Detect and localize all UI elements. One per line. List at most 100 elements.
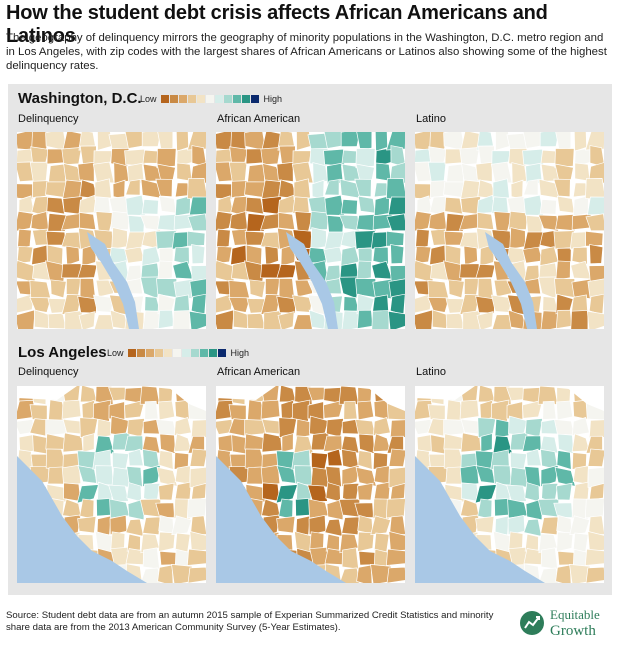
zip-area (187, 213, 206, 232)
zip-area (356, 564, 373, 583)
zip-area (62, 432, 84, 453)
zip-area (524, 533, 539, 552)
zip-area (189, 448, 206, 467)
zip-area (538, 262, 558, 279)
zip-area (281, 433, 294, 453)
map-label-la-african-american: African American (217, 366, 301, 378)
equitable-growth-logo[interactable]: Equitable Growth (519, 606, 615, 642)
zip-area (171, 515, 193, 536)
zip-area (358, 550, 377, 566)
zip-area (278, 417, 298, 438)
zip-area (555, 564, 572, 583)
zip-area (45, 419, 67, 436)
legend-swatch (241, 95, 250, 103)
zip-area (111, 227, 128, 250)
zip-area (79, 386, 98, 403)
zip-area (556, 515, 573, 535)
zip-area (388, 530, 405, 552)
water-area (17, 456, 147, 583)
zip-area (354, 418, 376, 436)
zip-area (538, 276, 560, 299)
region-title-los-angeles: Los Angeles (18, 344, 107, 361)
zip-area (174, 465, 191, 485)
map-label-dc-delinquency: Delinquency (18, 113, 79, 125)
zip-area (475, 161, 493, 183)
zip-area (294, 279, 314, 298)
zip-area (445, 312, 465, 329)
zip-area (229, 146, 249, 163)
water-area (485, 232, 537, 329)
zip-area (312, 162, 329, 184)
zip-area (539, 199, 557, 215)
zip-area (571, 246, 588, 265)
zip-area (30, 146, 50, 163)
zip-area (341, 464, 360, 488)
zip-area (77, 161, 95, 183)
zip-area (588, 419, 604, 439)
zip-area (323, 399, 345, 419)
zip-area (477, 417, 497, 438)
zip-area (524, 482, 540, 503)
zip-area (310, 466, 329, 488)
zip-area (17, 292, 35, 314)
zip-area (261, 498, 281, 519)
zip-area (309, 210, 329, 230)
zip-area (492, 314, 513, 329)
zip-area (108, 484, 129, 503)
zip-area (460, 498, 480, 519)
zip-area (588, 265, 604, 283)
zip-area (523, 231, 545, 250)
zip-area (307, 484, 328, 503)
zip-area (357, 400, 375, 421)
zip-area (587, 448, 604, 467)
zip-area (584, 498, 604, 519)
zip-area (92, 399, 112, 422)
choropleth-svg (415, 386, 604, 583)
zip-area (157, 214, 178, 232)
legend-swatch (187, 95, 196, 103)
zip-area (64, 310, 83, 329)
zip-area (476, 311, 494, 329)
zip-area (386, 213, 405, 232)
zip-area (141, 199, 159, 215)
water-area (216, 456, 346, 583)
legend-swatches (127, 349, 227, 357)
zip-area (263, 310, 282, 329)
legend-low-label: Low (107, 348, 124, 358)
zip-area (191, 244, 206, 265)
zip-area (387, 196, 405, 216)
zip-area (125, 518, 144, 537)
zip-area (572, 532, 589, 553)
maps-panel: Washington, D.C. Low High Delinquency Af… (8, 84, 612, 595)
zip-area (157, 132, 174, 152)
zip-area (140, 214, 162, 231)
zip-area (509, 227, 526, 250)
zip-area (523, 518, 542, 537)
zip-area (92, 161, 115, 184)
zip-area (539, 132, 560, 147)
zip-area (190, 419, 206, 439)
zip-area (17, 210, 34, 232)
zip-area (571, 498, 590, 520)
zip-area (244, 419, 266, 436)
zip-area (189, 466, 206, 488)
legend-swatch (217, 349, 226, 357)
zip-area (61, 263, 82, 279)
legend-swatch (145, 349, 154, 357)
zip-area (587, 530, 604, 552)
zip-area (585, 566, 604, 583)
zip-area (553, 178, 571, 198)
zip-area (188, 310, 206, 329)
legend-high-label: High (230, 348, 250, 358)
zip-area (589, 145, 604, 168)
zip-area (370, 515, 392, 536)
zip-area (372, 416, 391, 436)
zip-area (494, 515, 510, 536)
zip-area (158, 247, 174, 264)
zip-area (385, 498, 405, 519)
zip-area (140, 262, 160, 279)
zip-area (448, 279, 465, 299)
zip-area (341, 310, 360, 329)
map-dc-delinquency (17, 132, 206, 329)
choropleth-svg (17, 132, 206, 329)
